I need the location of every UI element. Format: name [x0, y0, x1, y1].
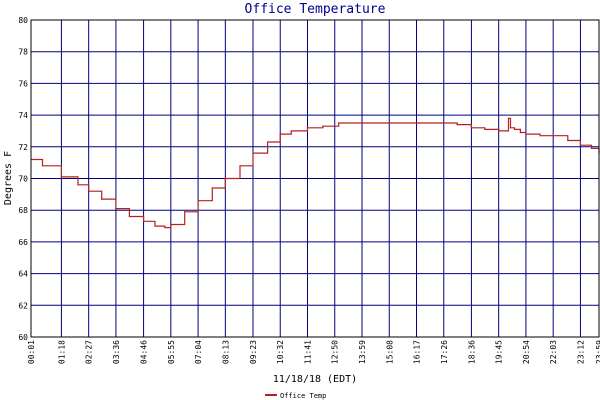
- series-point: [77, 184, 79, 186]
- series-point: [513, 128, 516, 130]
- x-axis-ticks: 00:01 01:18 02:27 03:36 04:46 05:55 07:04 08:13…: [27, 340, 600, 364]
- y-tick-label: 78: [18, 48, 28, 57]
- series-point: [567, 139, 569, 142]
- series-point: [498, 130, 500, 132]
- series-point: [197, 200, 199, 202]
- series-point: [470, 127, 473, 129]
- series-point: [239, 165, 241, 167]
- x-tick-label: 04:46: [140, 340, 149, 364]
- y-tick-label: 74: [18, 111, 28, 120]
- x-tick-label: 08:13: [221, 340, 230, 364]
- series-point: [505, 130, 508, 132]
- series-point: [361, 122, 363, 124]
- x-tick-label: 23:12: [576, 340, 585, 364]
- series-point: [60, 176, 63, 178]
- series-point: [338, 122, 340, 124]
- x-tick-label: 00:01: [27, 340, 36, 364]
- y-tick-label: 62: [18, 301, 28, 310]
- x-tick-label: 01:18: [57, 340, 66, 364]
- series-point: [184, 211, 186, 213]
- x-tick-label: 05:55: [167, 340, 176, 364]
- x-tick-label: 20:54: [522, 340, 531, 364]
- series-point: [388, 122, 390, 124]
- series-point: [525, 133, 527, 135]
- plot-frame: [30, 19, 600, 338]
- x-tick-label: 15:08: [385, 340, 394, 364]
- series-point: [211, 187, 213, 189]
- x-tick-label: 10:32: [276, 340, 285, 364]
- series-point: [164, 227, 166, 229]
- y-tick-label: 60: [18, 333, 28, 342]
- y-axis-ticks: 60 62 64 66 68 70 72 74 76 78 80: [18, 16, 28, 342]
- series-point: [306, 127, 309, 129]
- series-point: [170, 223, 172, 226]
- x-tick-label: 11:41: [303, 340, 312, 364]
- series-point: [579, 144, 582, 146]
- x-tick-label: 17:26: [440, 340, 449, 364]
- series-point: [590, 147, 593, 149]
- series-point: [88, 190, 90, 192]
- series-point: [267, 141, 269, 143]
- x-tick-label: 19:45: [495, 340, 504, 364]
- x-tick-label: 23:59: [595, 340, 600, 364]
- x-tick-label: 16:17: [413, 340, 422, 364]
- x-tick-label: 03:36: [112, 340, 121, 364]
- series-point: [539, 135, 541, 137]
- x-tick-label: 09:23: [249, 340, 258, 364]
- series-point: [484, 128, 486, 130]
- series-point: [456, 124, 458, 126]
- x-tick-label: 07:04: [194, 340, 203, 364]
- legend-label: Office Temp: [280, 392, 326, 400]
- x-axis-label: 11/18/18 (EDT): [273, 374, 357, 385]
- series-point: [154, 225, 156, 227]
- series-point: [128, 215, 130, 218]
- series-point: [334, 125, 336, 127]
- grid: [30, 19, 600, 338]
- series-point: [252, 152, 254, 154]
- y-tick-label: 80: [18, 16, 28, 25]
- x-tick-label: 18:36: [467, 340, 476, 364]
- series-point: [415, 122, 418, 124]
- legend: Office Temp: [265, 392, 326, 400]
- series-point: [224, 177, 226, 180]
- x-tick-label: 22:03: [549, 340, 558, 364]
- x-tick-label: 12:50: [331, 340, 340, 364]
- series-point: [322, 125, 324, 127]
- series-point: [507, 117, 510, 119]
- y-tick-label: 76: [18, 79, 28, 88]
- y-tick-label: 70: [18, 175, 28, 184]
- series-point: [519, 131, 521, 134]
- chart-title: Office Temperature: [245, 2, 386, 17]
- series-layer: [30, 117, 600, 229]
- x-tick-label: 13:59: [358, 340, 367, 364]
- series-point: [509, 127, 512, 129]
- y-tick-label: 68: [18, 206, 28, 215]
- series-point: [101, 198, 103, 200]
- series-point: [290, 130, 292, 132]
- series-point: [41, 165, 44, 167]
- series-point: [552, 135, 554, 137]
- series-point: [115, 208, 117, 210]
- series-point: [142, 220, 145, 222]
- y-axis-label: Degrees F: [3, 151, 14, 205]
- y-tick-label: 64: [18, 270, 28, 279]
- y-tick-label: 66: [18, 238, 28, 247]
- series-line-0: [31, 117, 600, 229]
- x-tick-label: 02:27: [85, 340, 94, 364]
- y-tick-label: 72: [18, 143, 28, 152]
- series-point: [279, 133, 281, 135]
- series-point: [443, 122, 445, 124]
